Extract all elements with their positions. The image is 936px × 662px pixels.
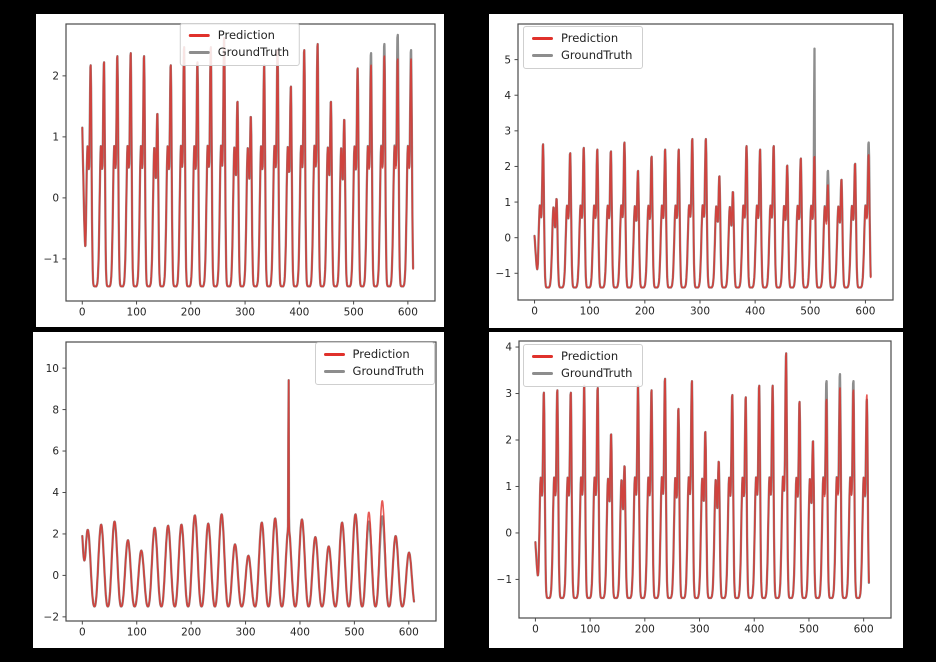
- x-tick-label: 0: [531, 306, 538, 318]
- y-tick-label: 2: [504, 161, 511, 173]
- x-tick-label: 500: [344, 627, 364, 639]
- groundtruth-line: [81, 379, 416, 608]
- x-tick-label: 300: [690, 624, 710, 636]
- legend-item-prediction: Prediction: [188, 28, 289, 43]
- x-tick-label: 300: [690, 306, 710, 318]
- y-tick-label: 2: [52, 71, 59, 83]
- prediction-line-swatch-icon: [532, 355, 553, 359]
- legend-label-prediction: Prediction: [561, 349, 619, 363]
- x-tick-label: 400: [744, 624, 764, 636]
- chart-panel-top-left: 0 100 200 300 400 500 600 −1 0 1 2 Prediction Grou…: [36, 14, 444, 327]
- x-tick-label: 600: [854, 624, 874, 636]
- prediction-line: [534, 352, 870, 599]
- prediction-line: [533, 138, 872, 289]
- y-tick-label: 0: [504, 232, 511, 244]
- y-tick-label: 3: [504, 126, 511, 138]
- y-tick-label: 0: [505, 528, 512, 540]
- chart-panel-bottom-right: 0 100 200 300 400 500 600 −1 0 1 2 3 4 Prediction Gr…: [489, 332, 903, 648]
- prediction-line-swatch-icon: [323, 353, 345, 357]
- y-tick-label: −1: [496, 268, 511, 280]
- x-tick-label: 300: [235, 307, 255, 319]
- y-tick-label: 1: [52, 132, 59, 144]
- legend-label-prediction: Prediction: [217, 28, 275, 42]
- y-tick-label: 1: [505, 481, 512, 493]
- x-tick-label: 500: [800, 306, 820, 318]
- legend: Prediction GroundTruth: [523, 344, 644, 387]
- x-tick-label: 500: [344, 307, 364, 319]
- x-tick-label: 100: [580, 306, 600, 318]
- y-tick-label: 4: [504, 90, 511, 102]
- groundtruth-line-swatch-icon: [532, 54, 553, 58]
- y-tick-label: −2: [44, 612, 59, 624]
- legend: Prediction GroundTruth: [523, 26, 644, 69]
- chart-plot-top-right: 0 100 200 300 400 500 600 −1 0 1 2 3 4 5: [496, 23, 894, 318]
- chart-panel-top-right: 0 100 200 300 400 500 600 −1 0 1 2 3 4 5 Prediction G…: [489, 14, 903, 328]
- plot-border: [517, 23, 894, 301]
- plot-border: [65, 341, 437, 622]
- legend-label-groundtruth: GroundTruth: [217, 44, 290, 59]
- y-tick-label: 8: [52, 404, 59, 416]
- y-tick-label: 2: [52, 529, 59, 541]
- x-tick-label: 500: [799, 624, 819, 636]
- x-tick-label: 400: [745, 306, 765, 318]
- x-tick-label: 200: [635, 624, 655, 636]
- y-tick-label: 0: [52, 193, 59, 205]
- prediction-line-swatch-icon: [188, 34, 210, 38]
- y-tick-label: 4: [505, 342, 512, 354]
- legend-item-prediction: Prediction: [532, 349, 632, 364]
- chart-plot-bottom-right: 0 100 200 300 400 500 600 −1 0 1 2 3 4: [497, 340, 892, 636]
- legend-label-groundtruth: GroundTruth: [561, 47, 633, 62]
- groundtruth-line-swatch-icon: [323, 370, 345, 374]
- x-tick-label: 100: [127, 627, 147, 639]
- legend-item-groundtruth: GroundTruth: [532, 365, 633, 381]
- y-tick-label: −1: [44, 254, 59, 266]
- y-tick-label: 5: [504, 54, 511, 66]
- prediction-line-swatch-icon: [532, 37, 553, 41]
- legend-label-prediction: Prediction: [352, 347, 410, 361]
- legend-label-prediction: Prediction: [561, 31, 619, 45]
- chart-panel-bottom-left: 0 100 200 300 400 500 600 −2 0 2 4 6 8 10 Prediction …: [33, 332, 444, 648]
- y-tick-label: 3: [505, 388, 512, 400]
- plot-border: [518, 340, 892, 619]
- groundtruth-line-swatch-icon: [532, 372, 553, 376]
- legend: Prediction GroundTruth: [179, 23, 301, 66]
- y-tick-label: 10: [46, 363, 59, 375]
- x-tick-label: 0: [79, 627, 86, 639]
- y-tick-label: −1: [497, 574, 512, 586]
- x-tick-label: 0: [532, 624, 539, 636]
- y-tick-label: 0: [52, 570, 59, 582]
- x-tick-label: 0: [79, 307, 86, 319]
- y-tick-label: 4: [52, 487, 59, 499]
- y-tick-label: 2: [505, 435, 512, 447]
- legend-item-groundtruth: GroundTruth: [188, 44, 290, 60]
- y-tick-label: 6: [52, 446, 59, 458]
- prediction-line: [81, 37, 414, 288]
- legend-item-prediction: Prediction: [532, 31, 632, 46]
- legend-label-groundtruth: GroundTruth: [561, 365, 633, 380]
- legend-item-prediction: Prediction: [323, 347, 424, 362]
- chart-plot-bottom-left: 0 100 200 300 400 500 600 −2 0 2 4 6 8 10: [44, 341, 437, 639]
- x-tick-label: 100: [580, 624, 600, 636]
- x-tick-label: 200: [181, 307, 201, 319]
- groundtruth-line-swatch-icon: [188, 51, 210, 55]
- y-tick-label: 1: [504, 197, 511, 209]
- x-tick-label: 200: [635, 306, 655, 318]
- x-tick-label: 600: [398, 307, 418, 319]
- prediction-line: [81, 379, 415, 608]
- x-tick-label: 600: [855, 306, 875, 318]
- legend-item-groundtruth: GroundTruth: [532, 47, 633, 63]
- x-tick-label: 400: [290, 627, 310, 639]
- x-tick-label: 400: [289, 307, 309, 319]
- x-tick-label: 100: [127, 307, 147, 319]
- legend-label-groundtruth: GroundTruth: [352, 363, 424, 378]
- x-tick-label: 300: [236, 627, 256, 639]
- x-tick-label: 200: [181, 627, 201, 639]
- x-tick-label: 600: [399, 627, 419, 639]
- legend: Prediction GroundTruth: [314, 342, 435, 385]
- legend-item-groundtruth: GroundTruth: [323, 363, 424, 379]
